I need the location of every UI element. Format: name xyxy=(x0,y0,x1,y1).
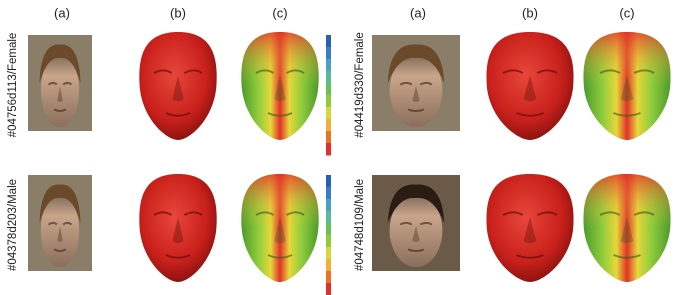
row-label: #04419d330/Female xyxy=(354,32,366,138)
colorbar-segment xyxy=(326,107,331,120)
column-label: (a) xyxy=(54,5,70,20)
colorbar-segment xyxy=(326,59,331,72)
colorbar-segment xyxy=(326,83,331,96)
colorbar-segment xyxy=(326,235,331,248)
colorbar-segment xyxy=(326,175,331,188)
colorbar-segment xyxy=(326,131,331,144)
colorbar-segment xyxy=(326,283,331,295)
colorbar-segment xyxy=(326,119,331,132)
colorbar-segment xyxy=(326,187,331,200)
figure: (a) (b) (c) #04756d113/Female #04378d203/Mal… xyxy=(0,0,676,295)
figure-content: (a) (b) (c) #04756d113/Female #04378d203/Mal… xyxy=(7,5,670,295)
column-label: (a) xyxy=(410,5,426,20)
row-label: #04378d203/Male xyxy=(7,179,19,271)
colorbar-segment xyxy=(326,223,331,236)
column-label: (c) xyxy=(619,5,634,20)
column-label: (b) xyxy=(522,5,538,20)
colorbar-segment xyxy=(326,143,331,156)
colorbar-segment xyxy=(326,259,331,272)
column-label: (c) xyxy=(272,5,287,20)
colorbar-segment xyxy=(326,95,331,108)
row-label: #04748d109/Male xyxy=(354,179,366,271)
colorbar-segment xyxy=(326,271,331,284)
colorbar-segment xyxy=(326,199,331,212)
row-label: #04756d113/Female xyxy=(7,33,19,138)
colorbar-segment xyxy=(326,71,331,84)
colorbar-segment xyxy=(326,35,331,48)
colorbar-segment xyxy=(326,247,331,260)
colorbar-segment xyxy=(326,211,331,224)
column-label: (b) xyxy=(170,5,186,20)
colorbar-segment xyxy=(326,47,331,60)
